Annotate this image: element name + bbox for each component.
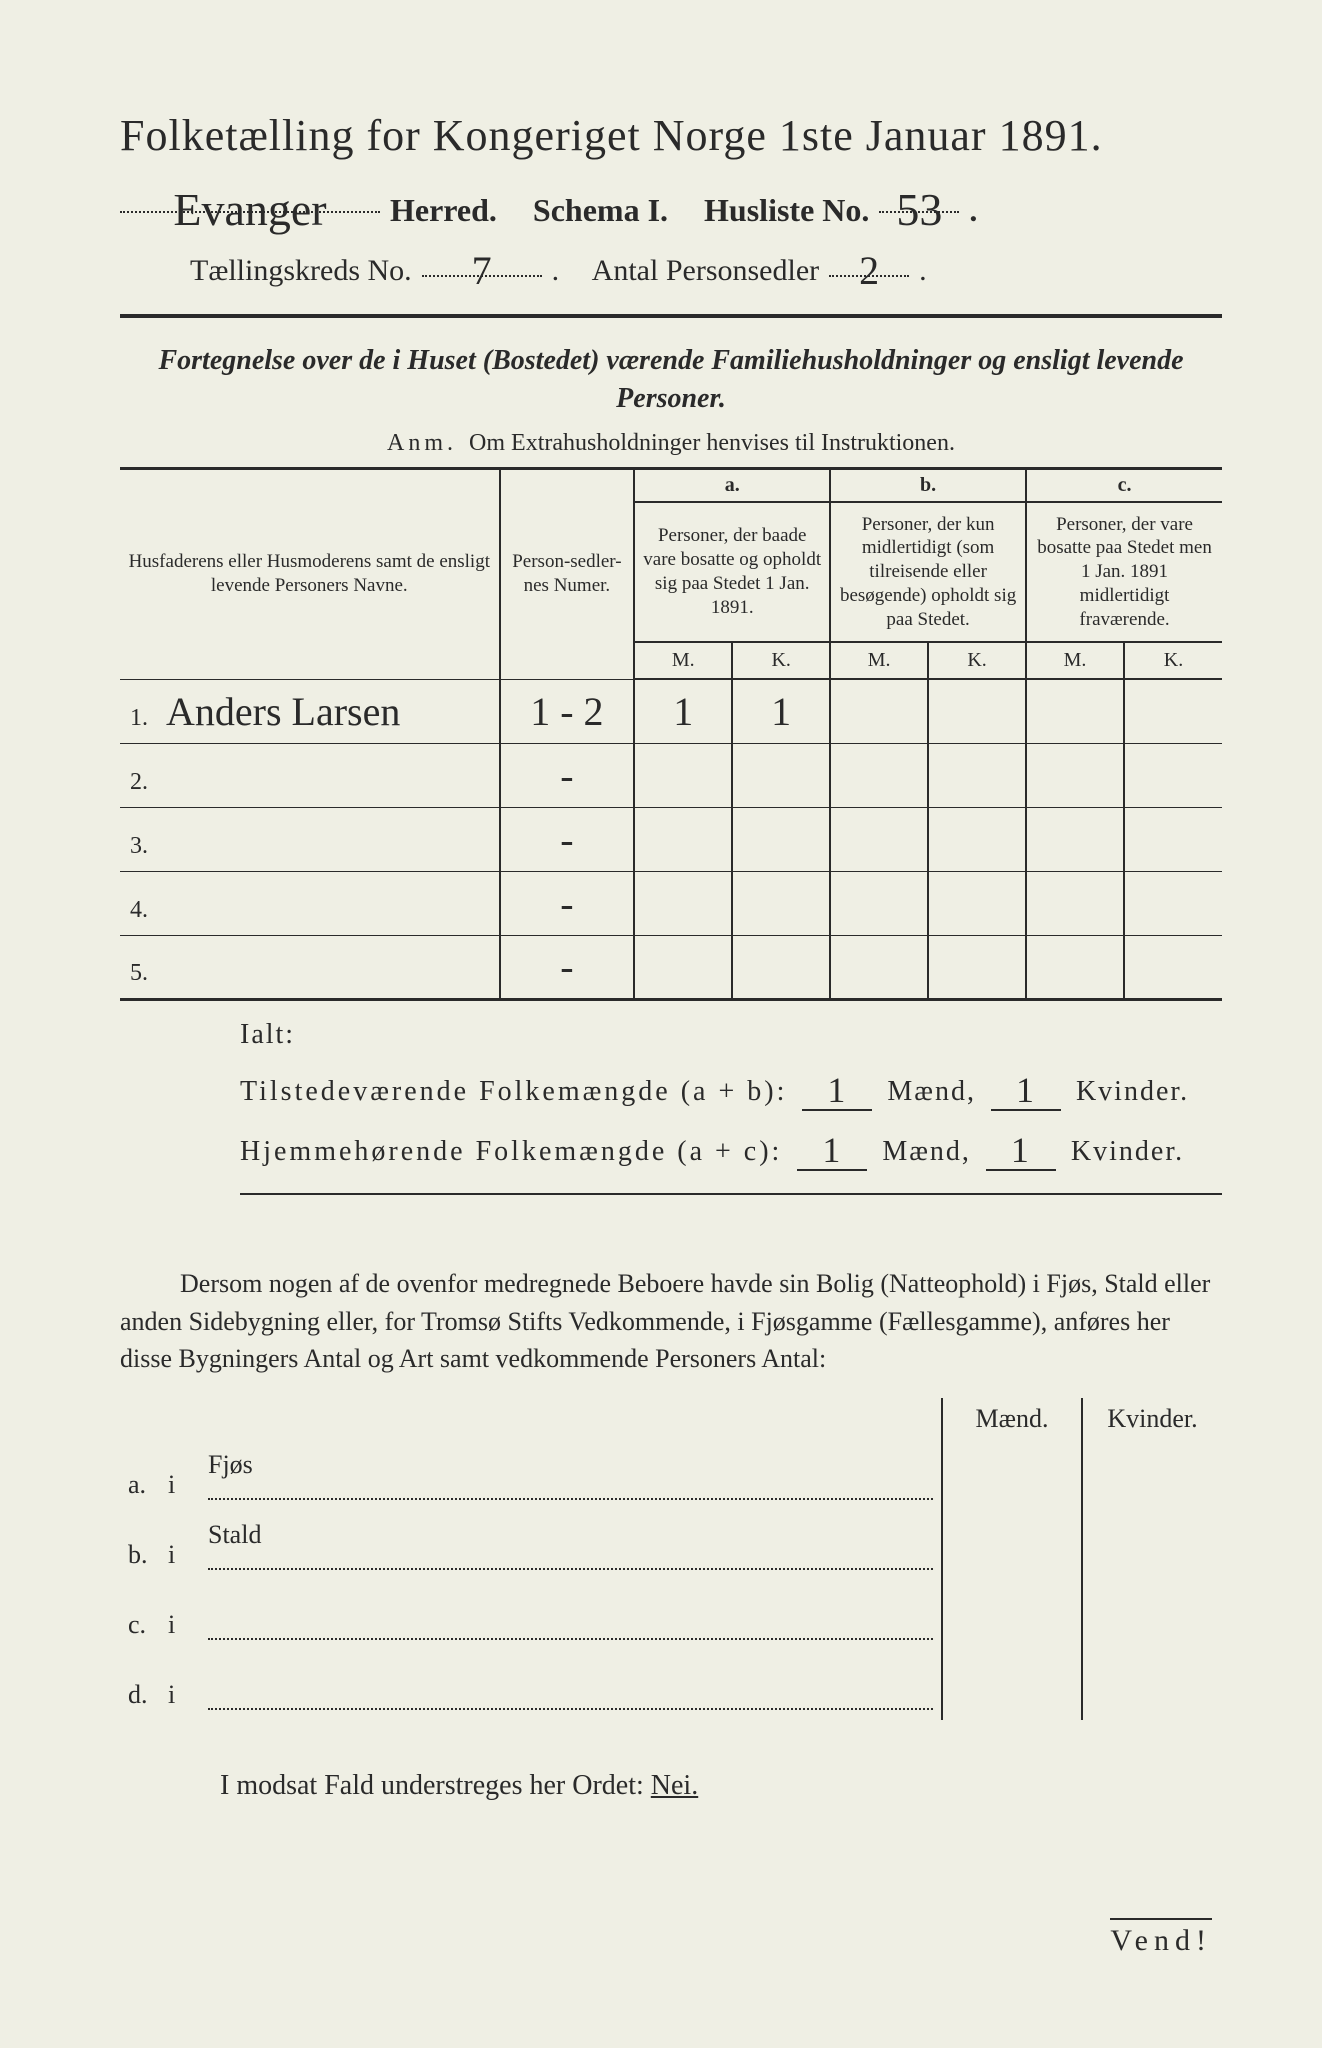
herred-label: Herred. [390, 192, 497, 229]
schema-label: Schema I. [533, 192, 668, 229]
kreds-label: Tællingskreds No. [190, 254, 412, 288]
anm-line: Anm. Om Extrahusholdninger henvises til … [120, 430, 1222, 457]
col-b: Personer, der kun midlertidigt (som tilr… [830, 502, 1026, 643]
col-c: Personer, der vare bosatte paa Stedet me… [1026, 502, 1222, 643]
table-row: 3. - [120, 807, 1222, 871]
col-b-m: M. [830, 642, 928, 679]
col-c-k: K. [1124, 642, 1222, 679]
col-a-k: K. [732, 642, 830, 679]
personsedler-field: 2 [829, 243, 909, 277]
personsedler-label: Antal Personsedler [592, 254, 819, 288]
col-c-m: M. [1026, 642, 1124, 679]
herred-field: Evanger [120, 179, 380, 213]
table-row: 1. Anders Larsen1 - 211 [120, 679, 1222, 743]
sub-table-row: c.i [120, 1580, 1222, 1650]
paragraph: Dersom nogen af de ovenfor medregnede Be… [120, 1265, 1222, 1378]
col-a-top: a. [634, 468, 830, 502]
col-c-top: c. [1026, 468, 1222, 502]
sub-table-row: d.i [120, 1650, 1222, 1720]
kreds-no-value: 7 [472, 248, 492, 293]
page-title: Folketælling for Kongeriget Norge 1ste J… [120, 110, 1222, 161]
sub-table-row: b.iStald [120, 1510, 1222, 1580]
totals-line-1: Tilstedeværende Folkemængde (a + b): 1 M… [240, 1067, 1222, 1111]
kreds-no-field: 7 [422, 243, 542, 277]
sub-table: Mænd. Kvinder. a.iFjøs b.iStald c.i d.i [120, 1398, 1222, 1720]
nei-word: Nei. [651, 1770, 698, 1801]
col-sedler: Person-sedler-nes Numer. [500, 468, 635, 679]
herred-value: Evanger [173, 184, 326, 235]
col-a-m: M. [634, 642, 732, 679]
totals-line-2: Hjemmehørende Folkemængde (a + c): 1 Mæn… [240, 1127, 1222, 1171]
sub-col-maend: Mænd. [942, 1398, 1082, 1440]
personsedler-value: 2 [859, 248, 879, 293]
footer-line: I modsat Fald understreges her Ordet: Ne… [120, 1770, 1222, 1802]
table-row: 2. - [120, 743, 1222, 807]
anm-label: Anm. [387, 430, 457, 456]
divider [120, 314, 1222, 318]
husliste-label: Husliste No. [704, 192, 869, 229]
main-table: Husfaderens eller Husmoderens samt de en… [120, 467, 1222, 1001]
vend-label: Vend! [1110, 1918, 1212, 1958]
ialt-label: Ialt: [240, 1019, 1222, 1051]
table-row: 4. - [120, 871, 1222, 935]
sub-col-kvinder: Kvinder. [1082, 1398, 1222, 1440]
husliste-no-field: 53 [879, 179, 959, 213]
table-row: 5. - [120, 935, 1222, 999]
header-line-3: Tællingskreds No. 7 . Antal Personsedler… [190, 243, 1222, 288]
header-line-2: Evanger Herred. Schema I. Husliste No. 5… [120, 179, 1222, 229]
col-b-k: K. [928, 642, 1026, 679]
col-a: Personer, der baade vare bosatte og opho… [634, 502, 830, 643]
subtitle: Fortegnelse over de i Huset (Bostedet) v… [120, 342, 1222, 418]
col-name: Husfaderens eller Husmoderens samt de en… [120, 468, 500, 679]
col-b-top: b. [830, 468, 1026, 502]
anm-text: Om Extrahusholdninger henvises til Instr… [469, 430, 955, 456]
sub-table-row: a.iFjøs [120, 1440, 1222, 1510]
husliste-no-value: 53 [896, 184, 942, 235]
totals-block: Ialt: Tilstedeværende Folkemængde (a + b… [240, 1019, 1222, 1195]
